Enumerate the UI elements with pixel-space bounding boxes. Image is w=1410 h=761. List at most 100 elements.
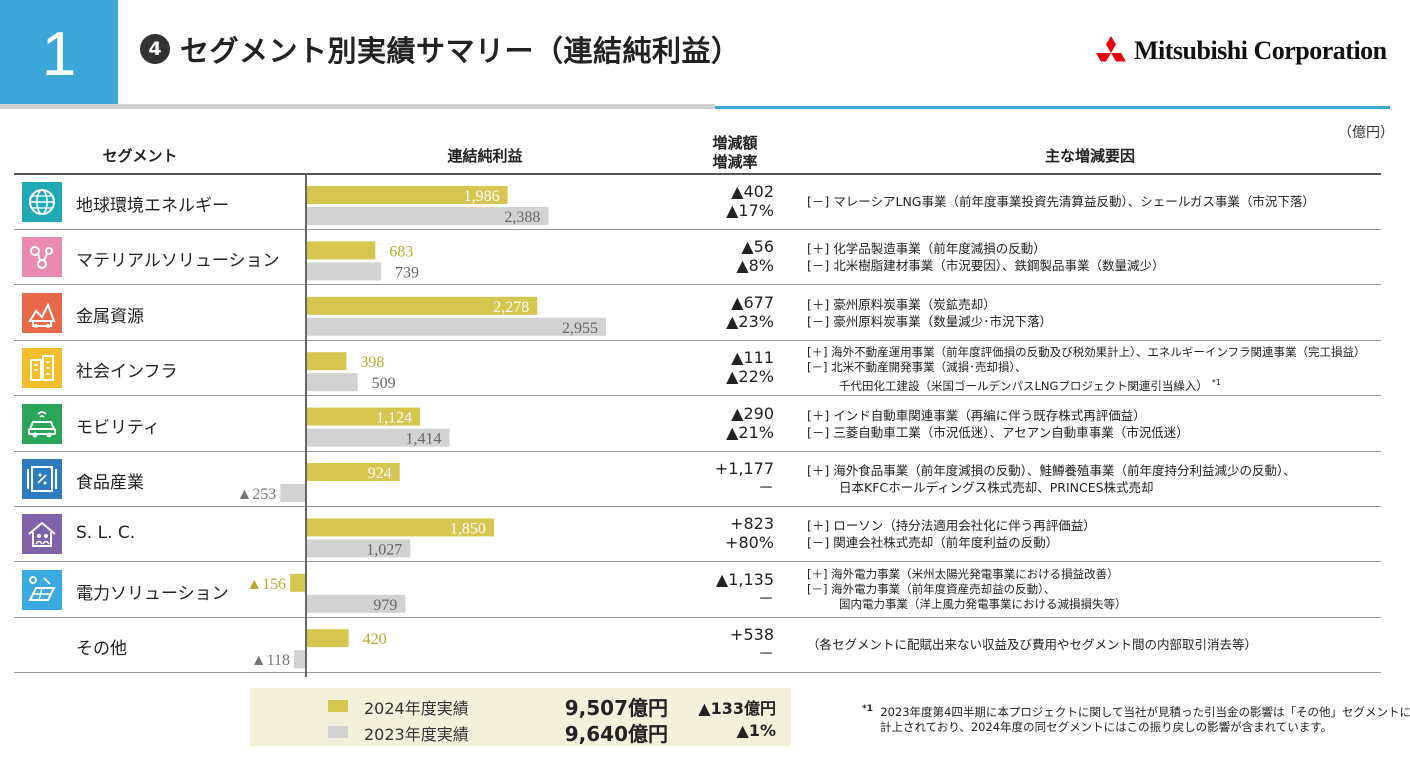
change-rate: － xyxy=(757,478,774,497)
change-amount: +1,177 xyxy=(714,459,774,478)
factor-line: [－] 北米不動産開発事業（減損･売却損）、 xyxy=(807,360,1366,375)
change-amount: ▲56 xyxy=(741,237,774,256)
factor-text: [＋] インド自動車関連事業（再編に伴う既存株式再評価益） xyxy=(807,408,1146,423)
change-amount: ▲1,135 xyxy=(715,570,774,589)
segment-name: 社会インフラ xyxy=(76,362,178,382)
factor-line: [－] 北米樹脂建材事業（市況要因）、鉄鋼製品事業（数量減少） xyxy=(807,258,1164,275)
change-amount: ▲677 xyxy=(731,293,774,312)
three-diamonds-icon xyxy=(1096,36,1126,62)
factor-text: [＋] 海外電力事業（米州太陽光発電事業における損益改善） xyxy=(807,567,1119,581)
factor-text: [＋] 海外食品事業（前年度減損の反動）、鮭鱒養殖事業（前年度持分利益減少の反動… xyxy=(807,463,1296,478)
legend-total-2023: 9,640億円 xyxy=(564,722,668,746)
change-cell: ▲290 ▲21% xyxy=(654,404,774,442)
factor-line: [－] 三菱自動車工業（市況低迷）、アセアン自動車事業（市況低迷） xyxy=(807,425,1189,442)
mining-icon xyxy=(22,293,62,333)
page-title: セグメント別実績サマリー（連結純利益） xyxy=(180,34,741,68)
legend-swatch-2024 xyxy=(328,700,348,712)
factor-line: [＋] 豪州原料炭事業（炭鉱売却） xyxy=(807,297,1052,314)
house-people-icon xyxy=(22,514,62,554)
table-row: S. L. C. +823 +80% [＋] ローソン（持分法適用会社化に伴う再評価益… xyxy=(14,507,1381,562)
segment-name: 食品産業 xyxy=(76,473,144,493)
factor-text: [－] 海外電力事業（前年度資産売却益の反動）、 xyxy=(807,582,1056,596)
col-header-factors: 主な増減要因 xyxy=(1044,147,1135,165)
col-header-change-rate: 増減率 xyxy=(712,153,758,171)
zero-axis xyxy=(305,175,307,677)
segment-name: モビリティ xyxy=(76,418,160,438)
legend-total-2024: 9,507億円 xyxy=(564,696,668,720)
segment-name: その他 xyxy=(76,639,127,659)
col-header-segment: セグメント xyxy=(102,147,178,165)
change-rate: ▲23% xyxy=(726,312,774,331)
factor-text: [－] 北米樹脂建材事業（市況要因）、鉄鋼製品事業（数量減少） xyxy=(807,257,1165,273)
legend-diff-rate: ▲1% xyxy=(736,721,776,740)
factor-line: [＋] 化学品製造事業（前年度減損の反動） xyxy=(807,241,1164,258)
legend-diff-amount: ▲133億円 xyxy=(698,699,776,718)
factor-line: [－] 海外電力事業（前年度資産売却益の反動）、 xyxy=(807,582,1127,597)
change-amount: ▲111 xyxy=(731,348,774,367)
legend-label-2023: 2023年度実績 xyxy=(364,725,469,744)
table-row: 社会インフラ ▲111 ▲22% [＋] 海外不動産運用事業（前年度評価損の反動及び税… xyxy=(14,341,1381,396)
factors-cell: （各セグメントに配賦出来ない収益及び費用やセグメント間の内部取引消去等） xyxy=(807,637,1257,654)
segment-name: 金属資源 xyxy=(76,307,144,327)
solar-icon xyxy=(22,570,62,610)
change-rate: ▲8% xyxy=(736,256,774,275)
title-number-circle: 4 xyxy=(140,34,170,64)
segment-name: マテリアルソリューション xyxy=(76,251,280,271)
globe-icon xyxy=(22,182,62,222)
footnote-mark: *1 xyxy=(862,704,873,714)
legend-row-2023: 2023年度実績 9,640億円 ▲1% xyxy=(250,718,791,746)
col-header-profit: 連結純利益 xyxy=(447,147,523,165)
segment-name: 地球環境エネルギー xyxy=(76,196,229,216)
factor-text: [－] 関連会社株式売却（前年度利益の反動） xyxy=(807,534,1059,550)
factor-line: [＋] ローソン（持分法適用会社化に伴う再評価益） xyxy=(807,518,1096,535)
factor-line: [＋] 海外電力事業（米州太陽光発電事業における損益改善） xyxy=(807,567,1127,582)
factor-text: [＋] ローソン（持分法適用会社化に伴う再評価益） xyxy=(807,518,1096,533)
company-logo: Mitsubishi Corporation xyxy=(1094,36,1387,66)
change-rate: ▲22% xyxy=(726,367,774,386)
segment-name: S. L. C. xyxy=(76,523,136,543)
change-cell: ▲1,135 － xyxy=(654,570,774,608)
header-rule xyxy=(14,173,1381,175)
factor-text: 日本KFCホールディングス株式売却、PRINCES株式売却 xyxy=(839,479,1154,495)
change-rate: － xyxy=(757,589,774,608)
table-row: マテリアルソリューション ▲56 ▲8% [＋] 化学品製造事業（前年度減損の反動）[… xyxy=(14,230,1381,285)
factor-line: [＋] 海外不動産運用事業（前年度評価損の反動及び税効果計上）、エネルギーインフ… xyxy=(807,345,1366,360)
change-cell: ▲677 ▲23% xyxy=(654,293,774,331)
legend-swatch-2023 xyxy=(328,726,348,738)
factor-line: [－] 豪州原料炭事業（数量減少･市況下落） xyxy=(807,314,1052,331)
change-amount: +823 xyxy=(730,514,774,533)
factor-line: 日本KFCホールディングス株式売却、PRINCES株式売却 xyxy=(807,480,1296,497)
table-row: 食品産業 +1,177 － [＋] 海外食品事業（前年度減損の反動）、鮭鱒養殖事業（前… xyxy=(14,452,1381,507)
factor-line: （各セグメントに配賦出来ない収益及び費用やセグメント間の内部取引消去等） xyxy=(807,637,1257,654)
factor-text: 千代田化工建設（米国ゴールデンパスLNGプロジェクト関連引当繰入） xyxy=(839,378,1208,393)
header-divider-blue xyxy=(715,106,1390,109)
factor-line: [＋] インド自動車関連事業（再編に伴う既存株式再評価益） xyxy=(807,408,1189,425)
building-icon xyxy=(22,348,62,388)
change-cell: +823 +80% xyxy=(654,514,774,552)
footnote-line-1: 2023年度第4四半期に本プロジェクトに関して当社が見積った引当金の影響は「その… xyxy=(880,704,1410,719)
change-rate: － xyxy=(757,644,774,663)
car-icon xyxy=(22,404,62,444)
legend-row-2024: 2024年度実績 9,507億円 ▲133億円 xyxy=(250,692,791,720)
factor-line: [－] マレーシアLNG事業（前年度事業投資先清算益反動）、シェールガス事業（市… xyxy=(807,194,1315,211)
factor-text: [＋] 化学品製造事業（前年度減損の反動） xyxy=(807,241,1046,256)
logo-text: Mitsubishi Corporation xyxy=(1134,36,1387,65)
factors-cell: [－] マレーシアLNG事業（前年度事業投資先清算益反動）、シェールガス事業（市… xyxy=(807,194,1315,211)
factors-cell: [＋] インド自動車関連事業（再編に伴う既存株式再評価益） [－] 三菱自動車工業… xyxy=(807,408,1189,441)
title-block: 4 セグメント別実績サマリー（連結純利益） xyxy=(140,28,741,70)
factor-line: [－] 関連会社株式売却（前年度利益の反動） xyxy=(807,535,1096,552)
page-number: 1 xyxy=(0,0,118,108)
change-amount: +538 xyxy=(730,625,774,644)
factor-text: [＋] 海外不動産運用事業（前年度評価損の反動及び税効果計上）、エネルギーインフ… xyxy=(807,345,1366,359)
segment-name: 電力ソリューション xyxy=(76,584,229,604)
change-cell: +1,177 － xyxy=(654,459,774,497)
change-rate: ▲17% xyxy=(726,201,774,220)
factor-text: [－] 豪州原料炭事業（数量減少･市況下落） xyxy=(807,313,1052,329)
unit-label: （億円） xyxy=(1338,125,1394,141)
factor-line: [＋] 海外食品事業（前年度減損の反動）、鮭鱒養殖事業（前年度持分利益減少の反動… xyxy=(807,463,1296,480)
factor-text: [－] 三菱自動車工業（市況低迷）、アセアン自動車事業（市況低迷） xyxy=(807,424,1189,440)
factors-cell: [＋] 化学品製造事業（前年度減損の反動） [－] 北米樹脂建材事業（市況要因）、… xyxy=(807,241,1164,274)
factor-line: 国内電力事業（洋上風力発電事業における減損損失等） xyxy=(807,597,1127,612)
change-amount: ▲402 xyxy=(731,182,774,201)
change-cell: ▲56 ▲8% xyxy=(654,237,774,275)
